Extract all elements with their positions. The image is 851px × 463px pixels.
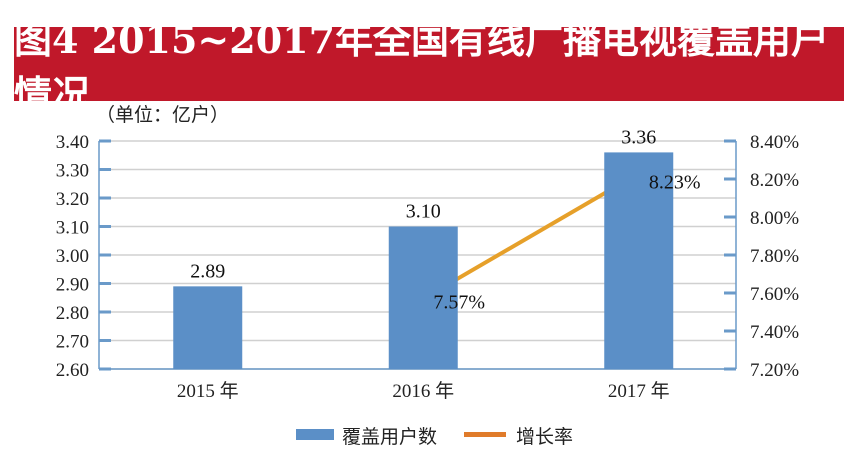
- legend-label: 覆盖用户数: [342, 426, 437, 448]
- bar-value-label: 2.89: [190, 260, 225, 282]
- right-tick-label: 7.60%: [750, 284, 799, 305]
- left-tick-label: 3.00: [56, 246, 89, 267]
- bar-0: [173, 286, 243, 369]
- legend-bar-swatch: [296, 429, 334, 440]
- growth-rate-line: [422, 171, 640, 301]
- bar-1: [388, 226, 458, 369]
- legend-line-swatch: [464, 432, 506, 437]
- right-tick-label: 7.40%: [750, 322, 799, 343]
- left-tick-label: 3.10: [56, 218, 89, 239]
- right-tick-label: 8.20%: [750, 170, 799, 191]
- right-tick-label: 8.40%: [750, 132, 799, 153]
- left-tick-label: 2.60: [56, 360, 89, 381]
- x-tick-label: 2017 年: [608, 380, 670, 402]
- left-tick-label: 3.30: [56, 161, 89, 182]
- legend-label: 增长率: [516, 426, 573, 448]
- x-tick-label: 2015 年: [177, 380, 239, 402]
- line-value-label: 7.57%: [433, 292, 485, 314]
- right-tick-label: 7.80%: [750, 246, 799, 267]
- bar-2: [604, 152, 674, 369]
- right-tick-label: 7.20%: [750, 360, 799, 381]
- bar-value-label: 3.36: [621, 126, 656, 148]
- right-tick-label: 8.00%: [750, 208, 799, 229]
- left-tick-label: 2.90: [56, 275, 89, 296]
- left-tick-label: 3.40: [56, 132, 89, 153]
- bar-value-label: 3.10: [406, 201, 441, 223]
- x-tick-label: 2016 年: [392, 380, 454, 402]
- left-tick-label: 3.20: [56, 189, 89, 210]
- line-value-label: 8.23%: [649, 171, 701, 193]
- left-tick-label: 2.80: [56, 303, 89, 324]
- left-tick-label: 2.70: [56, 332, 89, 353]
- unit-label: （单位：亿户）: [96, 104, 230, 126]
